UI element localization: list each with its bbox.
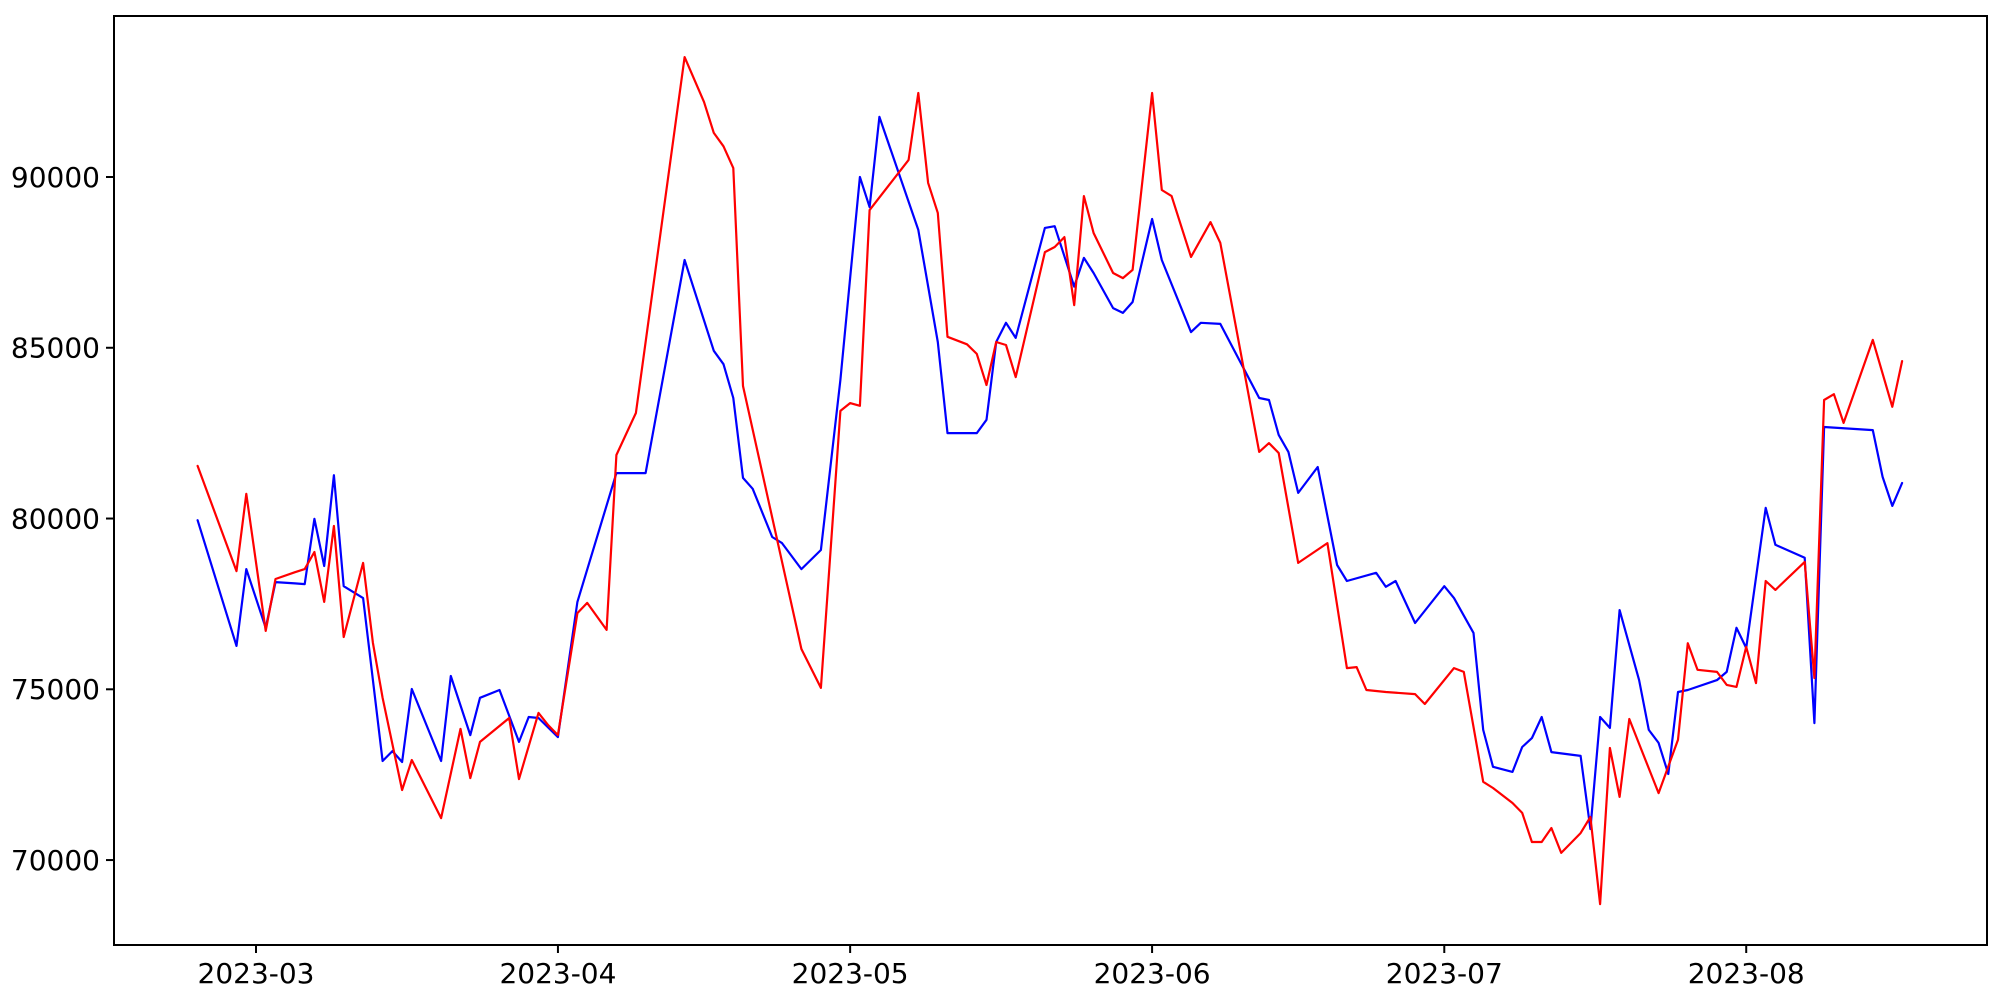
blue-series-line <box>196 115 1904 831</box>
y-tick-label: 70000 <box>11 844 100 877</box>
y-tick-label: 90000 <box>11 161 100 194</box>
plot-border <box>113 15 1988 946</box>
x-tick-label: 2023-03 <box>198 957 315 990</box>
y-tick-label: 85000 <box>11 332 100 365</box>
x-tick-label: 2023-05 <box>792 957 909 990</box>
y-tick-label: 75000 <box>11 673 100 706</box>
x-tick-label: 2023-07 <box>1386 957 1503 990</box>
x-tick-label: 2023-08 <box>1688 957 1805 990</box>
red-series-line <box>196 55 1904 906</box>
x-tick-label: 2023-04 <box>499 957 616 990</box>
x-tick-label: 2023-06 <box>1094 957 1211 990</box>
y-tick-label: 80000 <box>11 502 100 535</box>
